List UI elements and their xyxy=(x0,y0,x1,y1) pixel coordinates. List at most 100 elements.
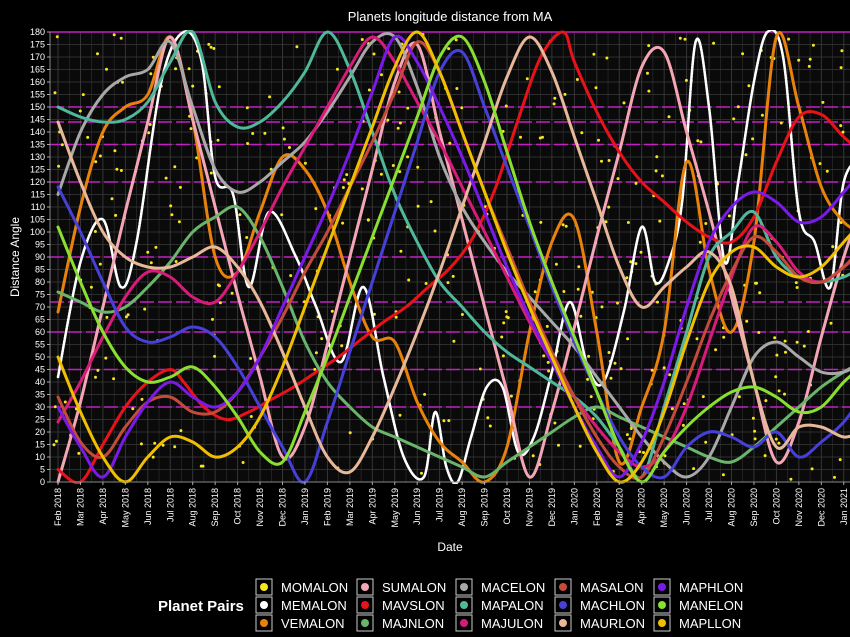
series-line-maphlon xyxy=(56,34,850,479)
momalon-point xyxy=(113,149,117,153)
momalon-point xyxy=(562,290,566,293)
y-tick-label: 160 xyxy=(30,77,45,87)
momalon-point xyxy=(341,186,345,189)
momalon-point xyxy=(841,130,845,134)
momalon-point xyxy=(650,368,654,372)
momalon-point xyxy=(763,454,767,458)
momalon-point xyxy=(563,92,567,96)
y-tick-label: 120 xyxy=(30,177,45,187)
momalon-point xyxy=(829,321,833,325)
momalon-point xyxy=(561,223,565,227)
momalon-point xyxy=(658,219,662,223)
momalon-point xyxy=(341,221,345,225)
momalon-point xyxy=(696,139,700,143)
momalon-point xyxy=(840,49,844,53)
momalon-point xyxy=(140,397,144,401)
momalon-point xyxy=(754,281,757,285)
momalon-point xyxy=(154,245,158,249)
momalon-point xyxy=(212,47,216,50)
momalon-point xyxy=(604,220,608,224)
momalon-point xyxy=(597,138,600,142)
legend-swatch-momalon xyxy=(260,583,268,591)
momalon-point xyxy=(314,207,318,211)
momalon-point xyxy=(626,221,630,224)
momalon-point xyxy=(578,444,582,448)
momalon-point xyxy=(502,321,506,325)
momalon-point xyxy=(839,124,843,128)
momalon-point xyxy=(251,132,255,135)
momalon-point xyxy=(579,314,583,318)
momalon-point xyxy=(151,455,155,459)
momalon-point xyxy=(178,185,182,189)
momalon-point xyxy=(802,344,806,348)
y-tick-label: 100 xyxy=(30,227,45,237)
momalon-point xyxy=(525,77,529,81)
y-tick-label: 15 xyxy=(35,440,45,450)
momalon-point xyxy=(447,419,451,423)
momalon-point xyxy=(727,214,731,218)
momalon-point xyxy=(230,291,234,295)
momalon-point xyxy=(149,261,153,265)
momalon-point xyxy=(447,47,451,51)
momalon-point xyxy=(600,305,604,309)
momalon-point xyxy=(751,137,755,141)
legend-swatch-masalon xyxy=(559,583,567,591)
momalon-point xyxy=(189,127,193,131)
momalon-point xyxy=(760,113,764,117)
momalon-point xyxy=(98,262,102,266)
momalon-point xyxy=(448,141,452,145)
momalon-point xyxy=(280,213,284,217)
legend-label-masalon: MASALON xyxy=(580,580,644,595)
momalon-point xyxy=(594,86,598,90)
momalon-point xyxy=(81,93,85,97)
momalon-point xyxy=(303,161,307,165)
y-tick-label: 25 xyxy=(35,415,45,425)
momalon-point xyxy=(397,90,401,94)
momalon-point xyxy=(105,315,109,319)
momalon-point xyxy=(94,375,97,379)
momalon-point xyxy=(625,276,629,280)
momalon-point xyxy=(249,357,253,360)
momalon-point xyxy=(398,413,402,417)
legend-swatch-maphlon xyxy=(658,583,666,591)
y-tick-label: 175 xyxy=(30,40,45,50)
momalon-point xyxy=(282,137,286,141)
momalon-point xyxy=(670,407,674,411)
y-tick-label: 110 xyxy=(31,202,45,212)
momalon-point xyxy=(104,356,108,360)
momalon-point xyxy=(831,245,835,249)
momalon-point xyxy=(213,354,217,358)
momalon-point xyxy=(774,375,778,379)
legend-label-vemalon: VEMALON xyxy=(281,616,345,631)
momalon-point xyxy=(607,351,611,354)
momalon-point xyxy=(787,37,791,41)
y-tick-label: 115 xyxy=(31,190,45,200)
momalon-point xyxy=(288,146,291,149)
x-tick-label: Aug 2020 xyxy=(727,488,737,527)
momalon-point xyxy=(564,224,568,228)
x-tick-label: Nov 2019 xyxy=(525,488,535,527)
momalon-point xyxy=(751,416,755,420)
momalon-point xyxy=(628,437,632,441)
legend-label-macelon: MACELON xyxy=(481,580,545,595)
momalon-point xyxy=(695,337,699,341)
x-tick-label: Jan 2020 xyxy=(569,488,579,525)
y-axis-label: Distance Angle xyxy=(8,217,22,297)
momalon-point xyxy=(451,274,455,278)
legend-swatch-manelon xyxy=(658,601,666,609)
momalon-point xyxy=(577,265,581,269)
legend-label-mapalon: MAPALON xyxy=(481,598,544,613)
momalon-point xyxy=(557,443,560,447)
x-tick-label: Jan 2021 xyxy=(839,488,849,525)
y-tick-label: 50 xyxy=(35,352,45,362)
momalon-point xyxy=(712,41,716,45)
momalon-point xyxy=(784,350,787,354)
momalon-point xyxy=(553,96,557,100)
momalon-point xyxy=(775,353,779,357)
momalon-point xyxy=(607,205,611,209)
y-tick-label: 145 xyxy=(30,115,45,125)
y-tick-label: 140 xyxy=(30,127,45,137)
momalon-point xyxy=(452,339,456,343)
y-tick-label: 70 xyxy=(35,302,45,312)
momalon-point xyxy=(241,461,245,464)
